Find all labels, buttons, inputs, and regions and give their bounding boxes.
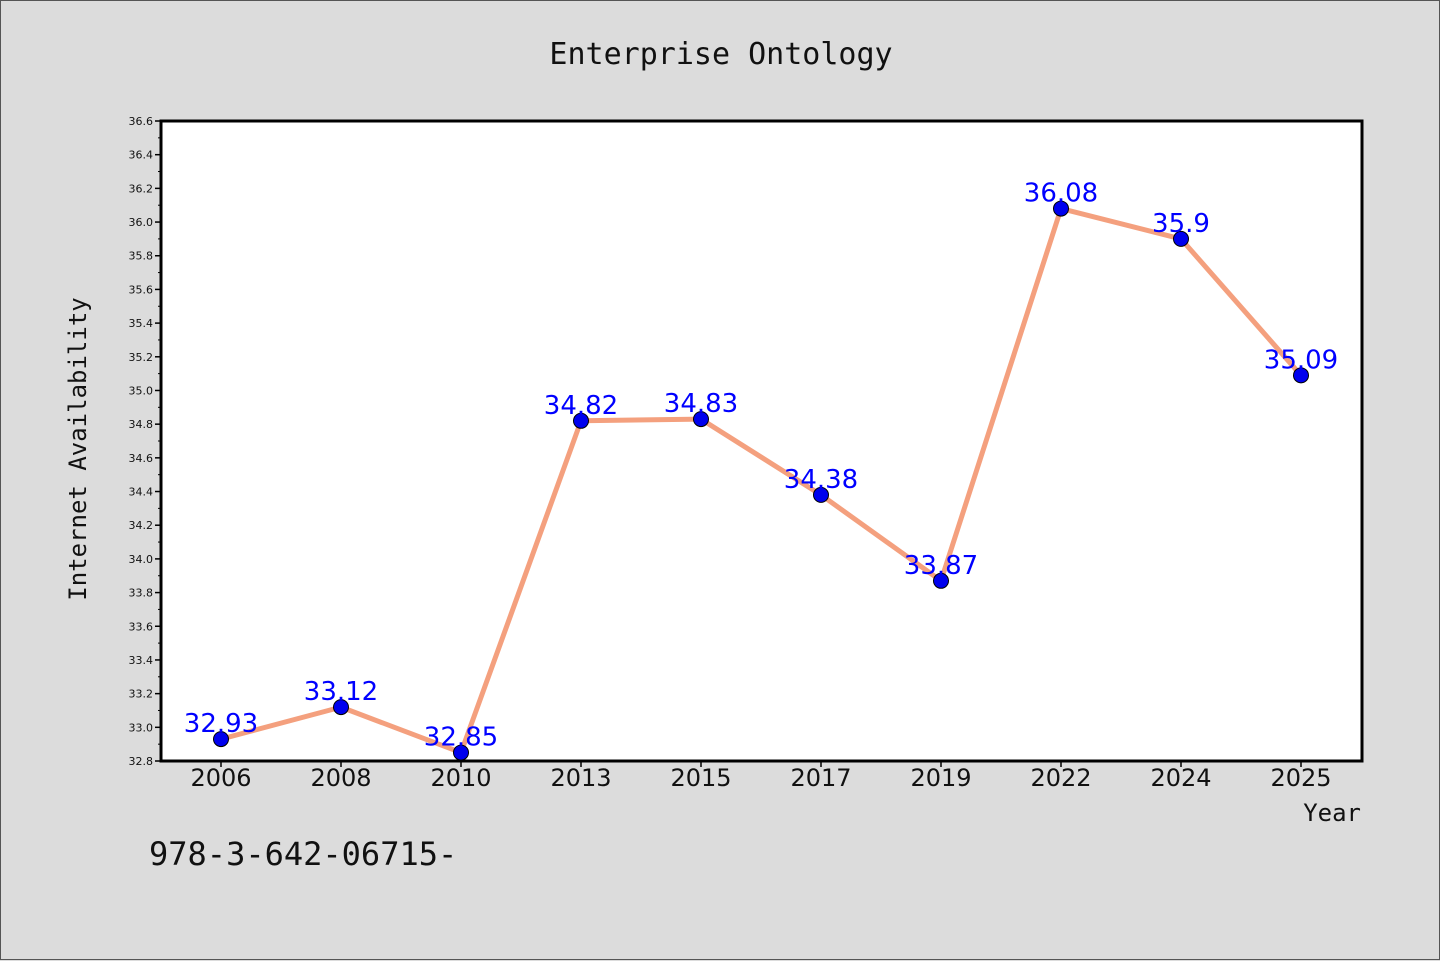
x-tick-label: 2025 (1270, 764, 1331, 792)
x-axis-title: Year (1303, 799, 1361, 827)
y-tick-label: 34.4 (129, 486, 154, 499)
y-tick-label: 36.0 (129, 216, 154, 229)
x-tick-label: 2008 (310, 764, 371, 792)
data-point (693, 411, 709, 428)
x-tick-label: 2015 (670, 764, 731, 792)
data-point (453, 744, 469, 761)
data-label: 34.82 (544, 391, 618, 421)
y-tick-label: 33.0 (129, 721, 154, 734)
series-group: 32.93 33.12 32.85 34.82 34.83 34.38 33.87 36.08… (184, 179, 1338, 761)
data-label: 36.08 (1024, 179, 1098, 209)
plot-area (159, 119, 1364, 763)
y-tick-label: 34.0 (129, 553, 154, 566)
data-point (813, 486, 829, 503)
y-tick-label: 36.6 (129, 115, 154, 128)
y-tick-label: 33.4 (129, 654, 154, 667)
y-axis-title: Internet Availability (64, 297, 92, 600)
footer-text: 978-3-642-06715- (149, 835, 457, 873)
x-axis: 2006 2008 2010 2013 2015 2017 2019 2022 2024 2025 (190, 761, 1332, 792)
y-tick-label: 35.2 (129, 351, 154, 364)
data-point (333, 699, 349, 716)
x-tick-label: 2006 (190, 764, 251, 792)
y-tick-label: 34.8 (129, 418, 154, 431)
y-tick-label: 35.8 (129, 250, 154, 263)
data-label: 35.09 (1264, 345, 1338, 375)
y-tick-label: 33.6 (129, 620, 154, 633)
x-tick-label: 2010 (430, 764, 491, 792)
data-label: 34.38 (784, 465, 858, 495)
y-tick-label: 35.6 (129, 283, 154, 296)
x-tick-label: 2017 (790, 764, 851, 792)
y-tick-label: 35.4 (129, 317, 154, 330)
series-line (218, 206, 1304, 756)
y-tick-label: 34.6 (129, 452, 154, 465)
y-tick-label: 36.2 (129, 182, 154, 195)
data-label: 35.9 (1152, 209, 1210, 239)
data-point (1173, 230, 1189, 247)
x-tick-label: 2019 (910, 764, 971, 792)
y-tick-label: 32.8 (129, 755, 154, 768)
y-axis: 32.8 33.0 33.2 33.4 33.6 33.8 34.0 34.2 34.4 34.6… (129, 115, 161, 768)
data-point (1293, 367, 1309, 384)
data-point (1053, 200, 1069, 217)
y-tick-label: 36.4 (129, 149, 154, 162)
data-point (933, 572, 949, 589)
data-point (573, 412, 589, 429)
y-tick-label: 35.0 (129, 384, 154, 397)
data-label: 32.93 (184, 709, 258, 739)
data-label: 34.83 (664, 389, 738, 419)
y-tick-label: 33.8 (129, 587, 154, 600)
x-tick-label: 2022 (1030, 764, 1091, 792)
y-tick-label: 33.2 (129, 688, 154, 701)
data-label: 33.87 (904, 551, 978, 581)
x-tick-label: 2024 (1150, 764, 1211, 792)
x-tick-label: 2013 (550, 764, 611, 792)
data-point (213, 731, 229, 748)
data-label: 32.85 (424, 723, 498, 753)
chart-title: Enterprise Ontology (549, 37, 892, 72)
data-label: 33.12 (304, 677, 378, 707)
y-tick-label: 34.2 (129, 519, 154, 532)
